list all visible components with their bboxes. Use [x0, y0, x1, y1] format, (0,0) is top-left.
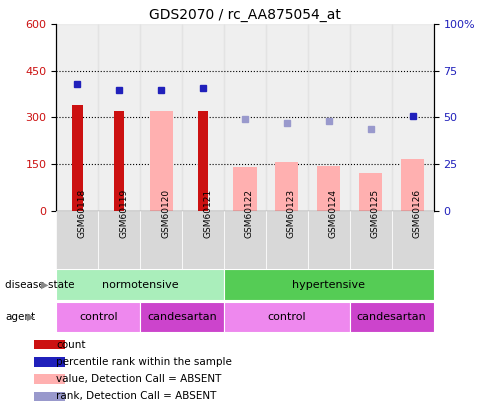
Bar [56, 24, 98, 211]
Bar [98, 24, 140, 211]
Bar [350, 211, 392, 269]
Text: candesartan: candesartan [147, 312, 217, 322]
Bar [34, 375, 65, 384]
Text: agent: agent [5, 312, 35, 322]
Bar [34, 392, 65, 401]
Bar [233, 167, 257, 211]
Bar [224, 302, 350, 332]
Text: GSM60126: GSM60126 [413, 189, 422, 238]
Bar [308, 211, 350, 269]
Bar [34, 357, 65, 367]
Bar [140, 24, 182, 211]
Text: GSM60121: GSM60121 [203, 189, 212, 238]
Bar [140, 211, 182, 269]
Text: GSM60125: GSM60125 [371, 189, 380, 238]
Bar [140, 302, 224, 332]
Bar [359, 173, 382, 211]
Bar [392, 211, 434, 269]
Text: disease state: disease state [5, 279, 74, 290]
Text: candesartan: candesartan [357, 312, 427, 322]
Bar [182, 211, 224, 269]
Bar [266, 211, 308, 269]
Text: control: control [79, 312, 118, 322]
Text: ▶: ▶ [27, 312, 34, 322]
Bar [392, 24, 434, 211]
Bar [34, 340, 65, 350]
Text: value, Detection Call = ABSENT: value, Detection Call = ABSENT [56, 374, 222, 384]
Text: rank, Detection Call = ABSENT: rank, Detection Call = ABSENT [56, 391, 217, 401]
Bar [308, 24, 350, 211]
Bar [72, 105, 82, 211]
Bar [56, 211, 98, 269]
Text: count: count [56, 340, 86, 350]
Text: GSM60122: GSM60122 [245, 189, 254, 238]
Text: GSM60124: GSM60124 [329, 189, 338, 238]
Bar [98, 211, 140, 269]
Bar [149, 111, 172, 211]
Bar [401, 160, 424, 211]
Text: hypertensive: hypertensive [293, 279, 366, 290]
Bar [318, 166, 341, 211]
Bar [198, 111, 208, 211]
Bar [224, 211, 266, 269]
Bar [224, 24, 266, 211]
Text: GSM60119: GSM60119 [119, 189, 128, 238]
Bar [350, 302, 434, 332]
Bar [224, 269, 434, 300]
Title: GDS2070 / rc_AA875054_at: GDS2070 / rc_AA875054_at [149, 8, 341, 22]
Bar [114, 111, 124, 211]
Text: normotensive: normotensive [102, 279, 178, 290]
Text: control: control [268, 312, 306, 322]
Text: GSM60118: GSM60118 [77, 189, 86, 238]
Bar [275, 162, 298, 211]
Bar [56, 302, 140, 332]
Bar [182, 24, 224, 211]
Bar [350, 24, 392, 211]
Text: GSM60123: GSM60123 [287, 189, 296, 238]
Bar [266, 24, 308, 211]
Text: ▶: ▶ [41, 279, 48, 290]
Text: GSM60120: GSM60120 [161, 189, 170, 238]
Text: percentile rank within the sample: percentile rank within the sample [56, 357, 232, 367]
Bar [56, 269, 224, 300]
